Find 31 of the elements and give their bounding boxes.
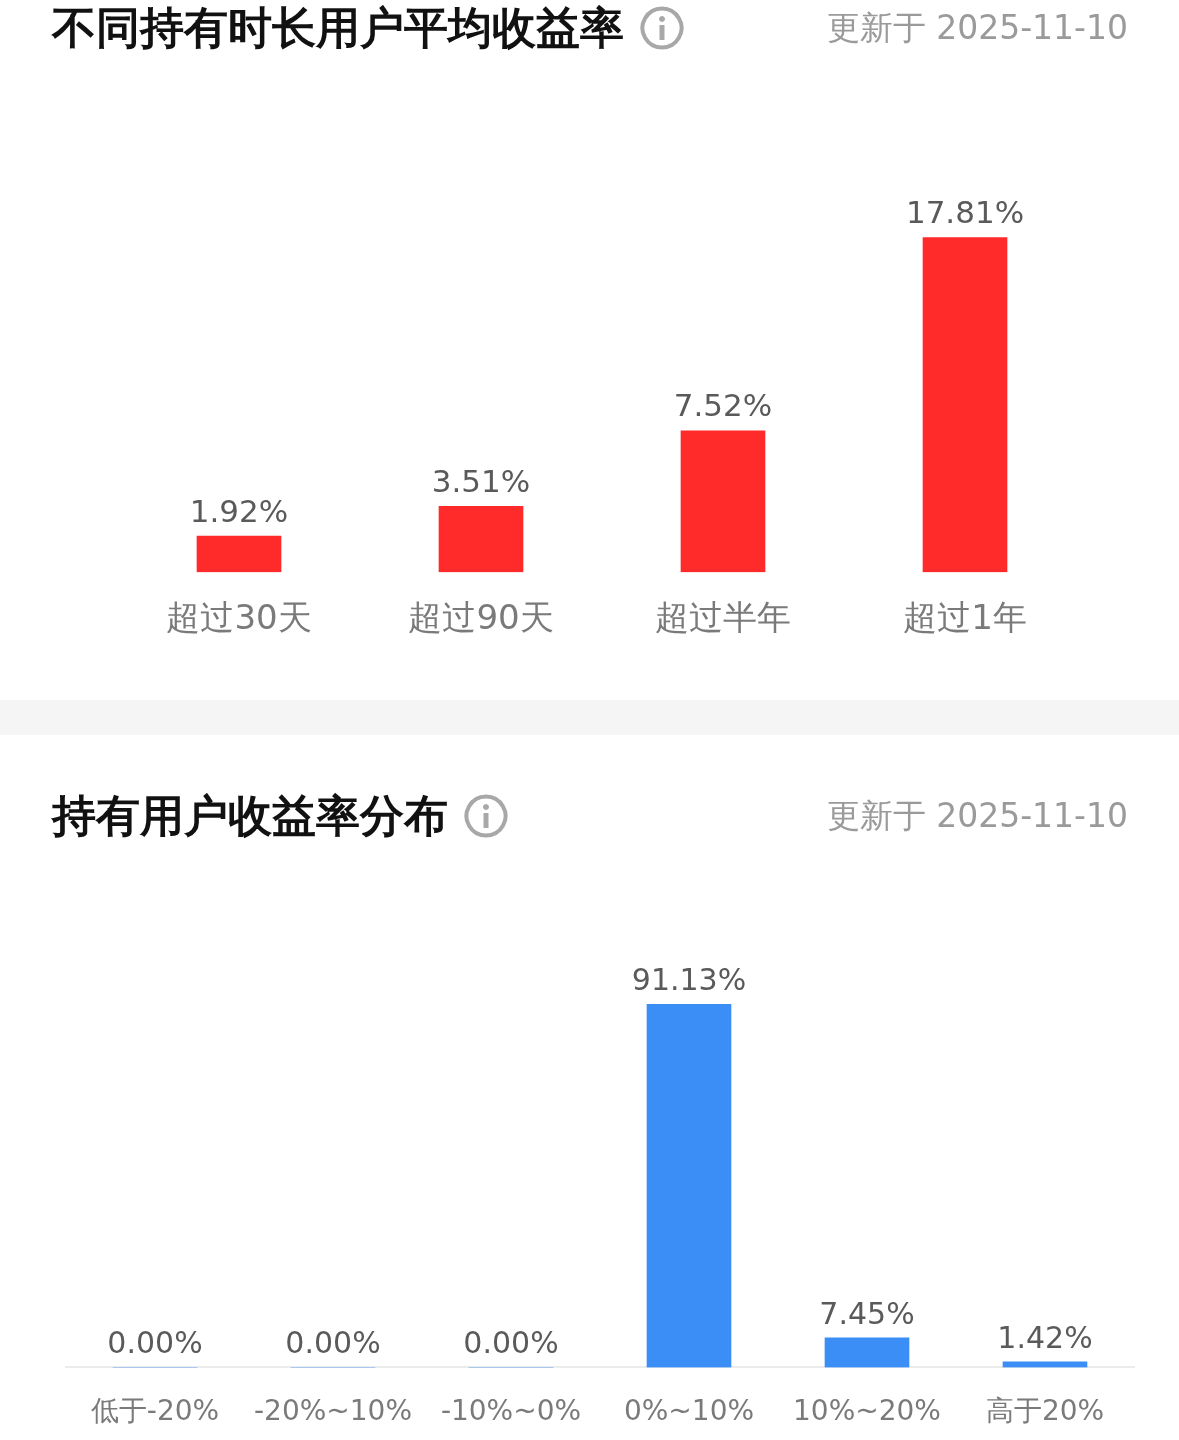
bar (680, 430, 766, 573)
chart-title: 持有用户收益率分布 (52, 790, 448, 842)
data-label: 1.92% (189, 492, 289, 529)
bar (196, 535, 282, 573)
data-label: 91.13% (631, 962, 747, 998)
bar (824, 1337, 910, 1368)
x-tick-label: 高于20% (985, 1394, 1105, 1428)
x-tick-label: 超过1年 (903, 597, 1027, 638)
chart-title: 不同持有时长用户平均收益率 (52, 2, 624, 54)
x-tick-label: 超过90天 (408, 597, 554, 638)
x-tick-label: 低于-20% (90, 1394, 220, 1428)
bar (922, 237, 1008, 573)
data-label: 0.00% (107, 1325, 203, 1361)
data-label: 7.45% (819, 1295, 915, 1331)
x-tick-label: 超过半年 (655, 597, 791, 638)
bar (438, 505, 524, 573)
data-label: 0.00% (463, 1325, 559, 1361)
data-label: 0.00% (285, 1325, 381, 1361)
chart-subtitle: 更新于 2025-11-10 (826, 7, 1128, 49)
data-label: 3.51% (431, 462, 531, 499)
bar (646, 1004, 732, 1368)
data-label: 17.81% (905, 194, 1025, 231)
x-tick-label: 10%~20% (793, 1394, 941, 1428)
x-tick-label: 超过30天 (166, 597, 312, 638)
data-label: 1.42% (997, 1319, 1093, 1355)
bar (1002, 1361, 1088, 1368)
x-tick-label: 0%~10% (623, 1394, 755, 1428)
x-tick-label: -20%~10% (253, 1394, 413, 1428)
chart-subtitle: 更新于 2025-11-10 (826, 795, 1128, 837)
data-label: 7.52% (673, 387, 773, 424)
x-tick-label: -10%~0% (440, 1394, 582, 1428)
